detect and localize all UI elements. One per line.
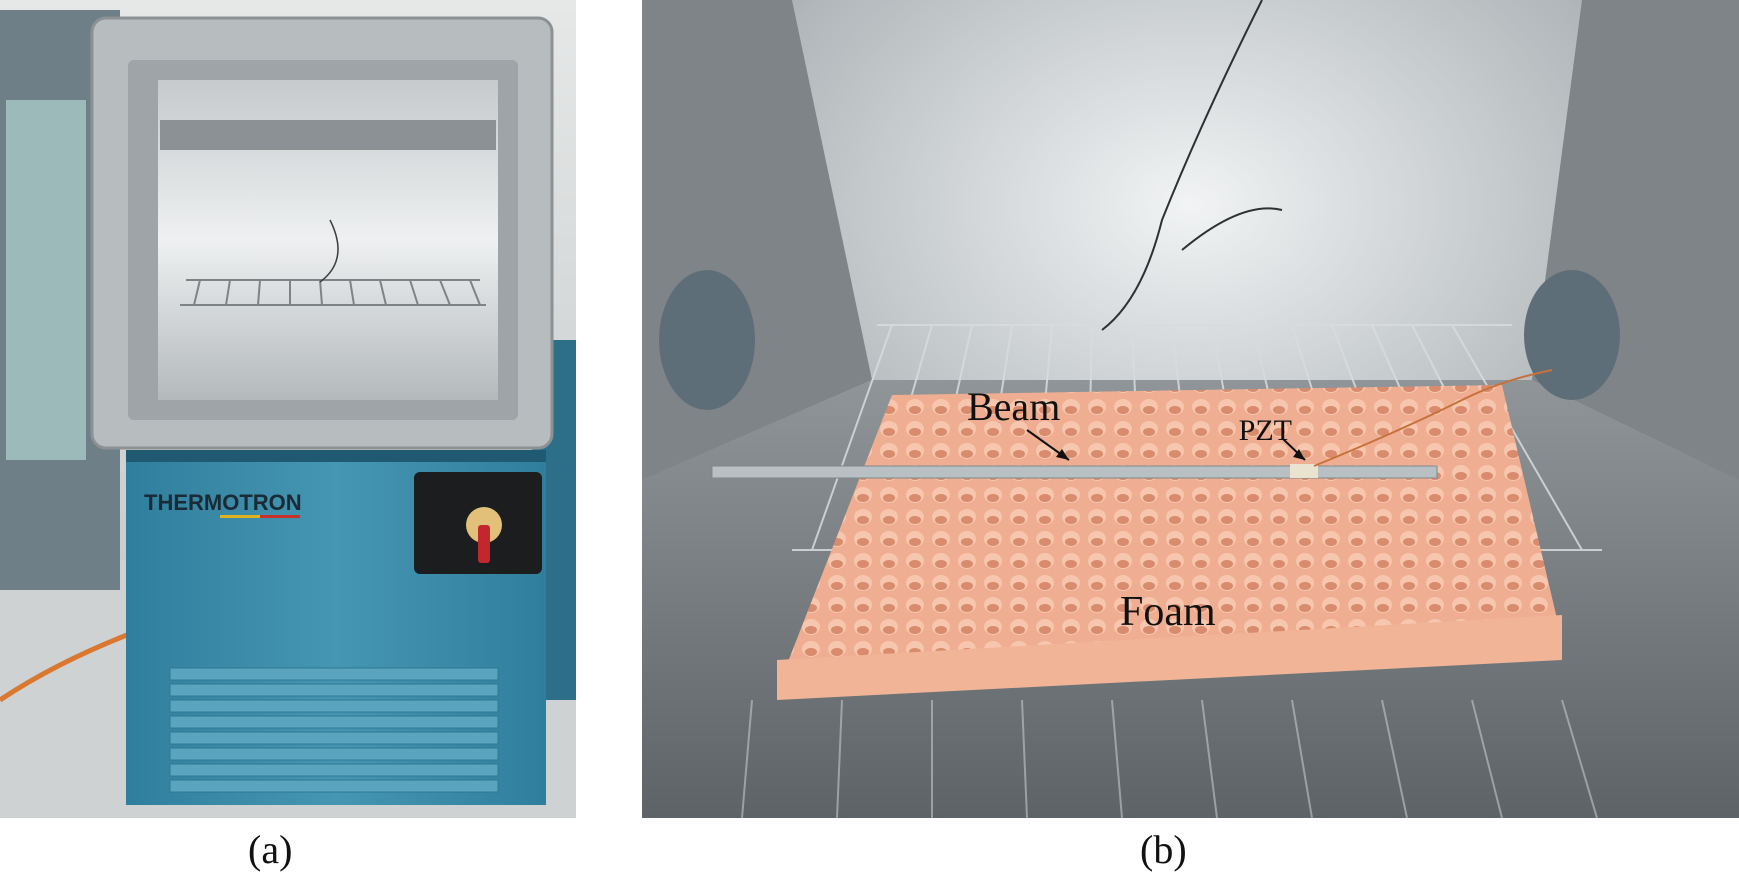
chamber-photo: THERMOTRON <box>0 0 576 818</box>
right-fan-cover <box>1524 270 1620 400</box>
vent-grille <box>169 667 499 793</box>
pzt-patch <box>1290 464 1318 478</box>
brand-logo-text: THERMOTRON <box>144 490 302 515</box>
photo-panel-a: THERMOTRON <box>0 0 576 818</box>
photo-panel-b: Beam PZT Foam <box>642 0 1739 818</box>
foam-label: Foam <box>1120 589 1216 635</box>
pzt-label: PZT <box>1239 414 1292 447</box>
interior-photo: Beam PZT Foam <box>642 0 1739 818</box>
beam <box>711 465 1438 479</box>
foam-pad <box>777 385 1562 690</box>
left-fan-cover <box>659 270 755 410</box>
caption-a: (a) <box>248 827 293 872</box>
beam-label: Beam <box>967 384 1060 429</box>
caption-b: (b) <box>1140 827 1187 872</box>
